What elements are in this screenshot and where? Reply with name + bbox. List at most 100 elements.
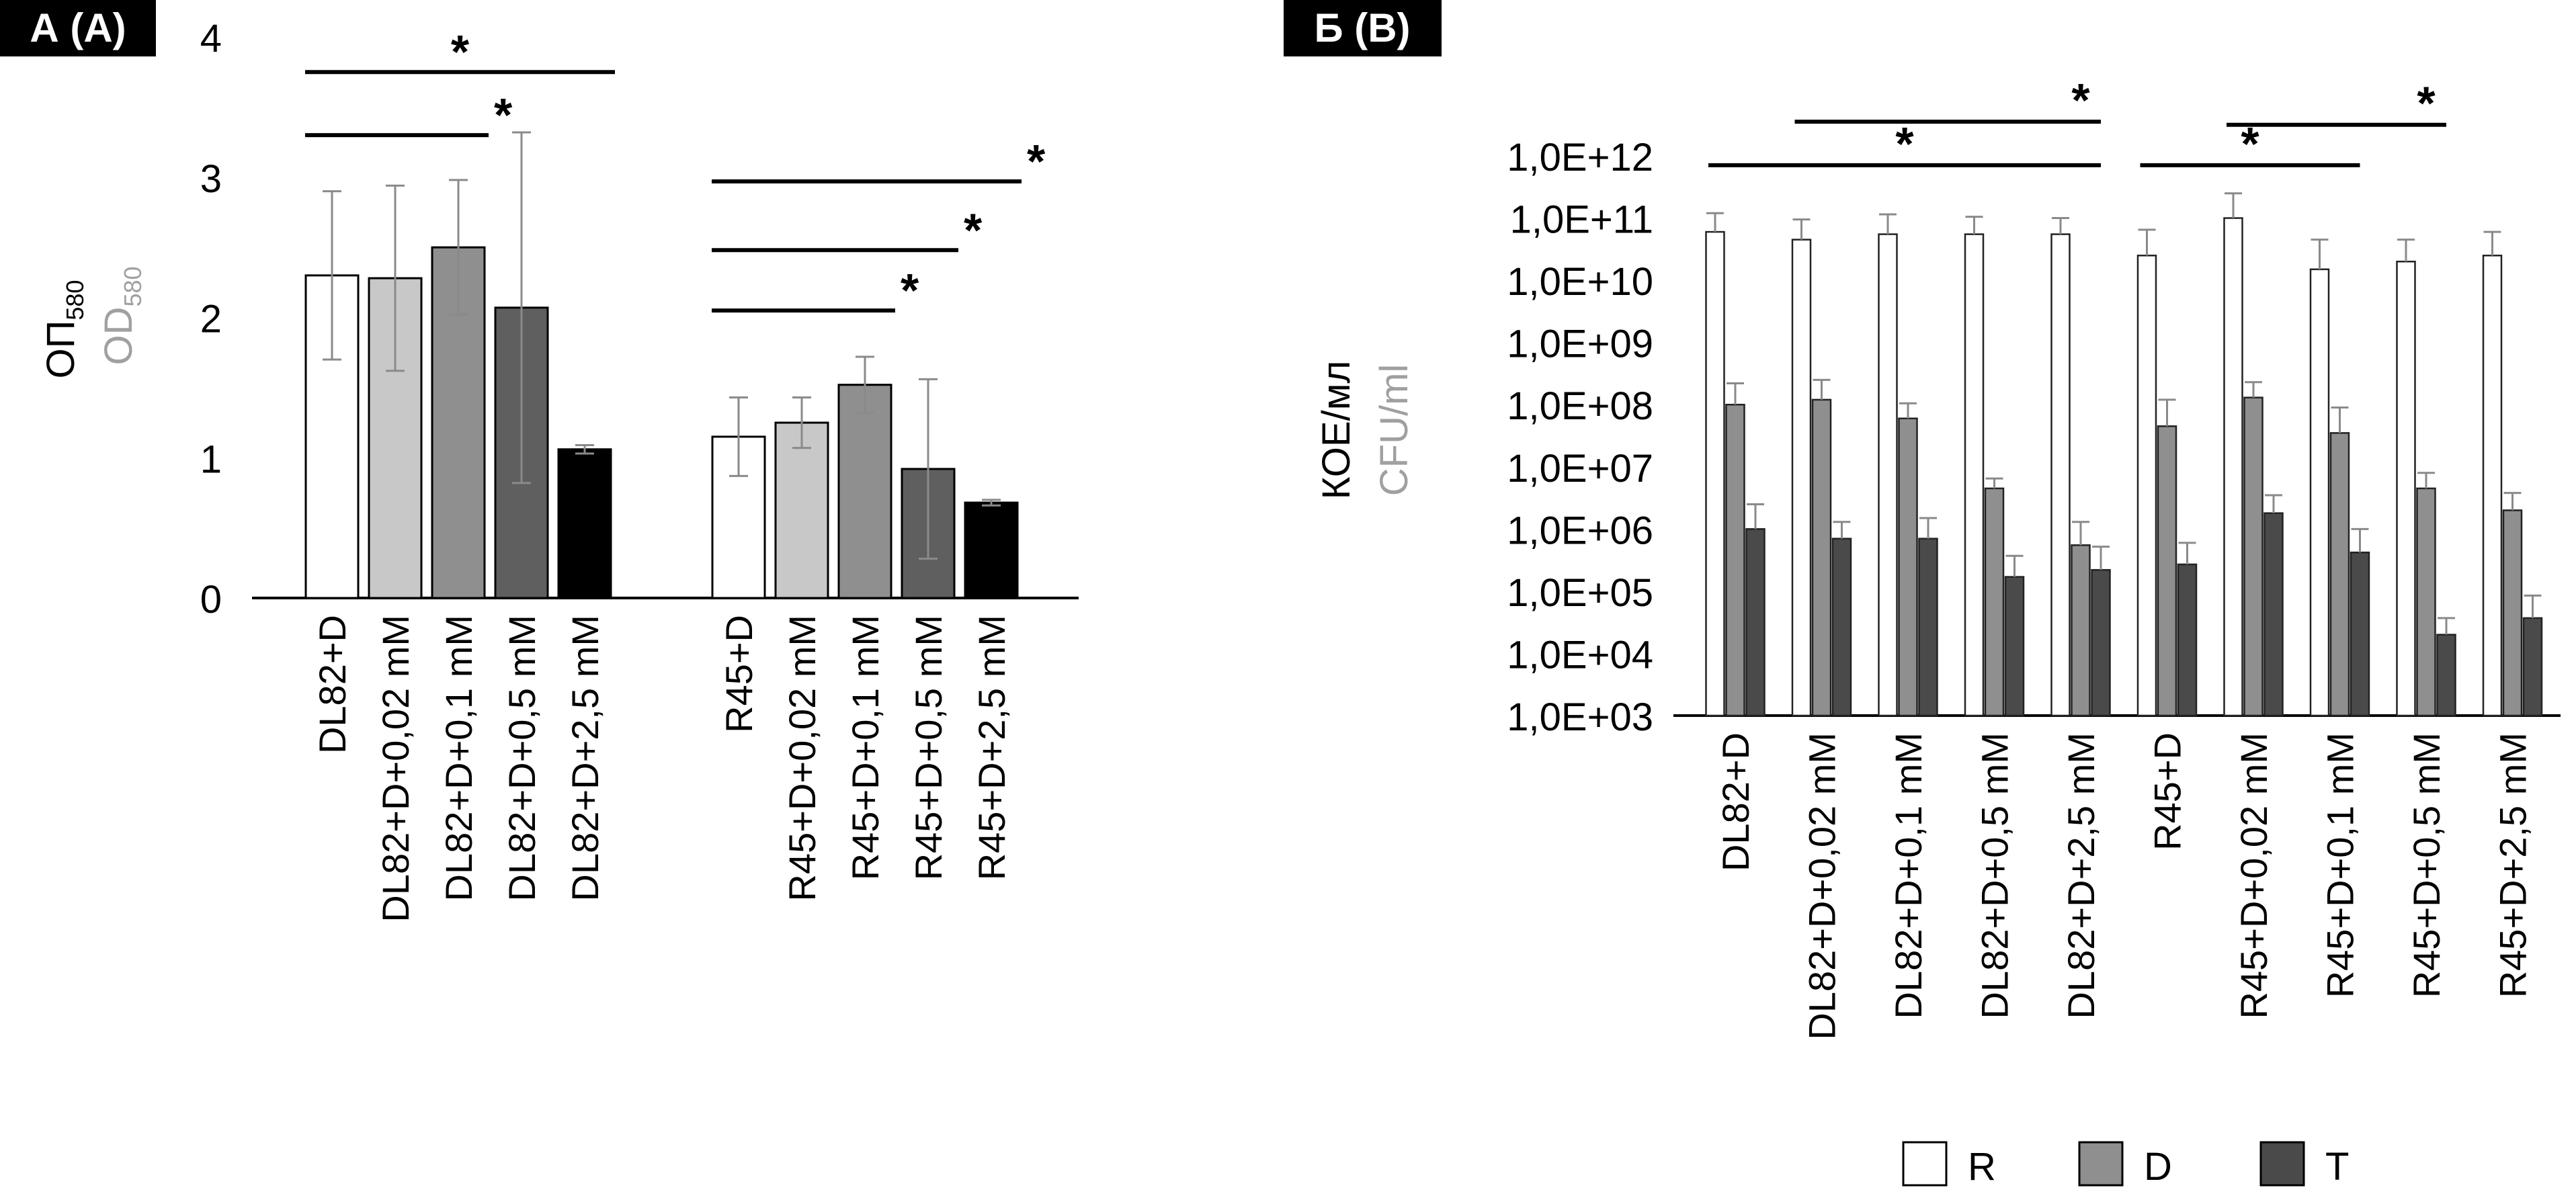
bar [1705,230,1725,717]
x-tick-label: R45+D+0,5 mM [907,615,950,880]
y-tick-label: 1,0E+09 [1507,323,1653,366]
bar [2436,634,2456,717]
x-tick-label: DL82+D+0,02 mM [374,615,417,923]
bar [2004,576,2025,717]
bar [2136,255,2157,717]
panel-a-bars [304,131,1019,599]
y-tick-label: 1,0E+11 [1510,198,1653,242]
bar [1831,538,1852,717]
y-title-alt: OD [97,307,140,366]
bar [774,421,829,599]
panel-b-bars [1705,192,2543,717]
panel-b-label-box [1284,0,1442,56]
y-tick-label: 1,0E+10 [1507,260,1653,304]
panel-b-label: Б (В) [1314,5,1410,50]
panel-a-label-box [0,0,156,56]
bar [2157,425,2177,717]
bar [2263,512,2284,717]
bar [2350,551,2370,717]
bar [2416,487,2436,717]
significance-star: * [451,26,470,78]
significance-star: * [2241,118,2259,170]
bar [1898,417,1918,717]
y-tick-label: 1 [200,437,222,481]
y-tick-label: 1,0E+07 [1507,447,1653,490]
panel-b-y-axis-title-alt: CFU/ml [1372,364,1416,497]
panel-a-y-axis-title: ОП580 [39,280,89,379]
bar [2309,268,2330,717]
x-tick-label: DL82+D [1714,732,1757,871]
y-tick-label: 1,0E+08 [1507,384,1653,428]
bar [431,246,486,599]
x-tick-label: R45+D+0,1 mM [844,615,886,880]
x-tick-label: DL82+D+2,5 mM [2060,732,2102,1019]
x-tick-label: R45+D+0,5 mM [2405,732,2448,998]
bar [2329,432,2350,717]
bar [2177,563,2198,717]
bar [557,448,612,599]
bar [2223,217,2243,717]
x-tick-label: R45+D+0,02 mM [781,615,823,901]
significance-star: * [901,264,919,316]
x-tick-label: R45+D+0,1 mM [2319,732,2362,998]
x-tick-label: DL82+D+0,02 mM [1801,732,1843,1040]
significance-star: * [494,89,513,141]
panel-a-y-ticks: 0 1 2 3 4 [200,17,222,622]
panel-b-x-labels: DL82+D DL82+D+0,02 mM DL82+D+0,1 mM DL82+D+… [1714,732,2534,1040]
significance-star: * [964,204,983,256]
y-title-main: ОП [39,321,83,379]
panel-b-significance: * * * * [1708,74,2446,170]
significance-star: * [1027,135,1046,187]
x-tick-label: R45+D+2,5 mM [2492,732,2534,998]
panel-a-x-labels: DL82+D DL82+D+0,02 mM DL82+D+0,1 mM DL82+D+… [311,615,1013,923]
bar [1725,403,1745,717]
legend-swatch-r [1902,1141,1948,1187]
bar [2502,509,2523,717]
y-tick-label: 3 [200,157,222,201]
bar [1878,233,1898,717]
bar [1745,528,1765,717]
y-tick-label: 0 [200,578,222,622]
x-tick-label: R45+D [718,615,760,733]
y-tick-label: 1,0E+04 [1507,633,1653,677]
bar [1811,398,1832,717]
panel-b-y-ticks: 1,0E+03 1,0E+04 1,0E+05 1,0E+06 1,0E+07 1,0E+… [1507,136,1653,739]
bar [964,501,1019,599]
significance-star: * [2417,77,2436,130]
y-tick-label: 1,0E+12 [1507,136,1653,179]
x-tick-label: DL82+D+0,5 mM [1974,732,2016,1019]
y-tick-label: 1,0E+03 [1507,695,1653,739]
bar [1964,233,1985,717]
bar [2050,233,2071,717]
legend-swatch-t [2259,1141,2305,1187]
bar [2396,260,2416,717]
bar [1791,239,1812,717]
panel-b-y-axis-title: КОЕ/мл [1315,361,1358,500]
significance-star: * [1895,118,1914,170]
legend-label-r: R [1968,1145,1996,1189]
panel-a-label: А (А) [30,5,126,50]
bar [2522,617,2543,717]
bar [2091,568,2111,717]
x-tick-label: DL82+D+0,1 mM [438,615,480,901]
x-tick-label: R45+D [2147,732,2189,851]
svg-text:ОП580: ОП580 [39,280,89,379]
svg-text:OD580: OD580 [97,266,147,365]
legend-label-d: D [2144,1145,2172,1189]
y-tick-label: 1,0E+06 [1507,509,1653,552]
x-tick-label: DL82+D+2,5 mM [564,615,606,901]
bar [2243,396,2263,717]
bar [2071,544,2091,717]
bar [837,384,892,599]
panel-a-significance: * * * * * [305,26,1046,316]
y-title-main-sub: 580 [61,280,89,321]
x-tick-label: R45+D+2,5 mM [970,615,1013,880]
y-tick-label: 4 [200,17,222,60]
y-tick-label: 2 [200,298,222,341]
panel-b: Б (В) КОЕ/мл CFU/ml 1,0E+03 1,0E+04 1,0E+0… [1284,0,2561,1189]
x-tick-label: DL82+D+0,5 mM [501,615,543,901]
legend-label-t: T [2325,1145,2349,1189]
